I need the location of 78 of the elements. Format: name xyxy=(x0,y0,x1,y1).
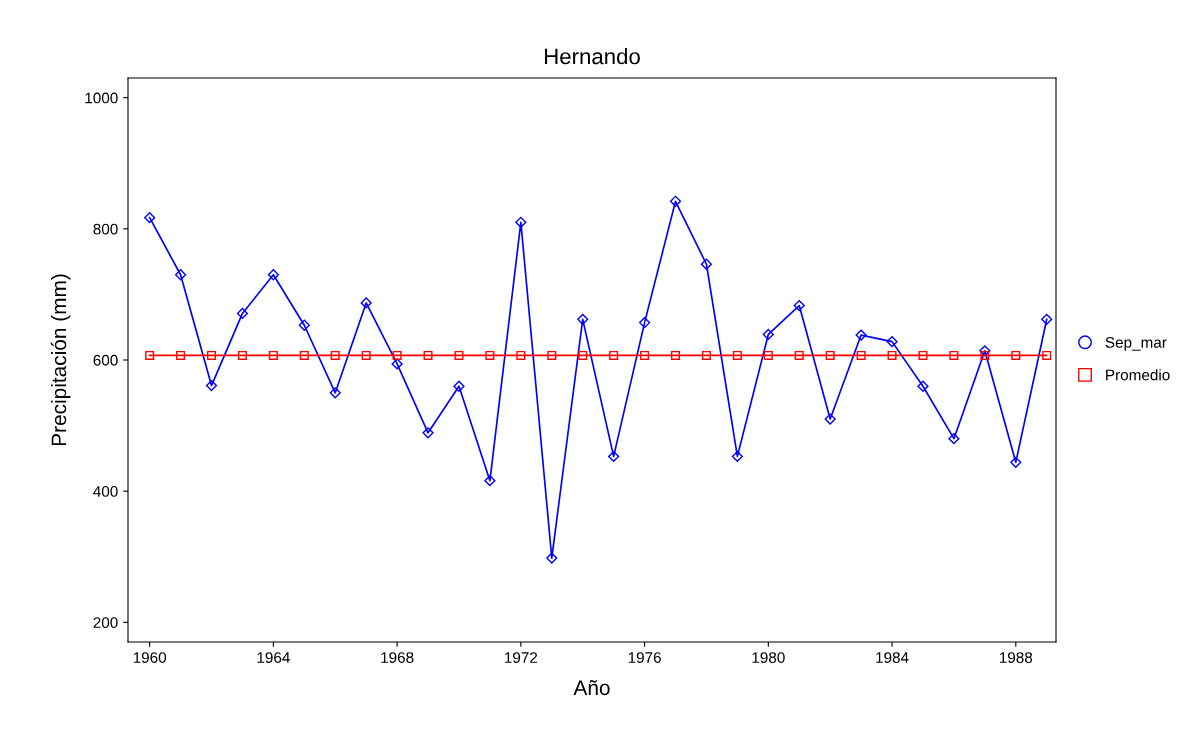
x-tick-label: 1976 xyxy=(628,652,661,663)
point xyxy=(918,350,928,360)
y-tick-label: 200 xyxy=(93,617,118,629)
point xyxy=(1041,313,1053,325)
point xyxy=(608,450,620,463)
point xyxy=(422,427,434,439)
point xyxy=(856,350,866,360)
point xyxy=(638,317,651,329)
point xyxy=(485,350,495,360)
point xyxy=(793,299,805,312)
point xyxy=(825,350,835,360)
point xyxy=(299,350,309,360)
y-tick-label: 1000 xyxy=(85,92,118,104)
point xyxy=(609,350,619,360)
point xyxy=(577,313,589,325)
point xyxy=(886,336,898,348)
point xyxy=(1042,350,1052,360)
x-tick-label: 1968 xyxy=(381,652,414,663)
x-tick-label: 1964 xyxy=(257,652,290,663)
point xyxy=(423,350,433,360)
point xyxy=(361,350,371,360)
point xyxy=(174,269,187,281)
chart-title: Hernando xyxy=(545,48,640,65)
point xyxy=(1011,350,1021,360)
point xyxy=(794,350,804,360)
x-axis-title: Año xyxy=(573,680,610,696)
y-axis-title: Precipitación (mm) xyxy=(50,274,71,446)
point xyxy=(979,345,991,357)
point xyxy=(516,350,526,360)
point xyxy=(547,350,557,360)
point xyxy=(330,350,340,360)
point xyxy=(762,328,774,341)
point xyxy=(763,350,773,360)
point xyxy=(392,350,402,360)
point xyxy=(980,350,990,360)
point xyxy=(453,380,465,392)
point xyxy=(329,387,341,399)
y-tick-label: 400 xyxy=(93,486,118,497)
point xyxy=(949,350,959,360)
point xyxy=(205,379,218,392)
point xyxy=(484,475,496,487)
point xyxy=(454,350,464,360)
point xyxy=(1010,456,1022,468)
point xyxy=(824,413,836,425)
x-tick-label: 1980 xyxy=(752,652,785,663)
point xyxy=(732,350,742,360)
point xyxy=(237,350,247,360)
point xyxy=(671,350,681,360)
point xyxy=(391,358,403,370)
x-tick-label: 1984 xyxy=(876,652,909,663)
point xyxy=(236,307,249,320)
x-tick-label: 1972 xyxy=(505,652,538,663)
point xyxy=(701,350,711,360)
point xyxy=(176,350,186,360)
point xyxy=(546,552,558,564)
point xyxy=(948,433,960,445)
point xyxy=(207,350,217,360)
y-tick-label: 600 xyxy=(93,354,118,366)
x-tick-label: 1988 xyxy=(999,652,1033,663)
point xyxy=(144,212,156,224)
point xyxy=(887,350,897,360)
legend-label: Promedio xyxy=(1106,369,1170,381)
point xyxy=(731,450,743,463)
point xyxy=(640,350,650,360)
point xyxy=(145,350,155,360)
legend-label: Sep_mar xyxy=(1105,336,1167,351)
point xyxy=(298,319,310,331)
point xyxy=(268,350,278,360)
point xyxy=(700,258,713,270)
x-tick-label: 1960 xyxy=(133,652,167,663)
point xyxy=(917,380,929,392)
point xyxy=(267,269,279,281)
point xyxy=(360,297,372,309)
point xyxy=(578,350,588,360)
point xyxy=(515,216,527,228)
point xyxy=(855,329,867,341)
point xyxy=(669,195,682,207)
y-tick-label: 800 xyxy=(93,223,118,235)
